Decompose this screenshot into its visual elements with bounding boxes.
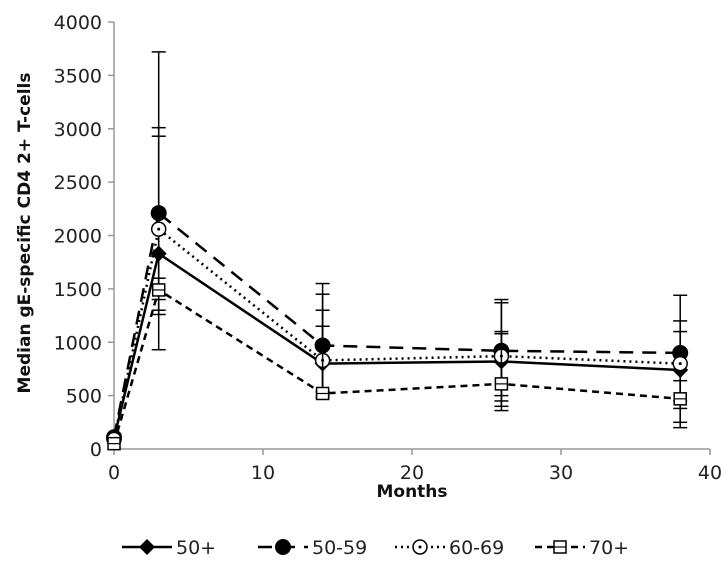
series-layer: [106, 51, 689, 451]
series-line: [112, 210, 681, 438]
y-tick-label: 4000: [54, 12, 102, 34]
legend-marker-center: [418, 545, 422, 549]
x-tick-label: 10: [251, 462, 275, 484]
x-tick-label: 40: [698, 462, 722, 484]
series-50-59: [106, 51, 689, 446]
series-60-69: [106, 126, 688, 448]
data-point-center: [678, 362, 682, 366]
legend-label: 50-59: [312, 537, 367, 559]
x-tick-label: 0: [108, 462, 120, 484]
legend-label: 50+: [176, 537, 216, 559]
y-tick-label: 500: [66, 386, 102, 408]
y-axis-label: Median gE-specific CD4 2+ T-cells: [15, 73, 35, 394]
x-tick-label: 30: [549, 462, 573, 484]
y-tick-label: 2000: [54, 226, 102, 248]
x-axis-label: Months: [376, 482, 447, 502]
series-70+: [107, 277, 688, 451]
legend-marker: [139, 539, 155, 555]
axes: 0 500 1000 1500 2000 2500 3000 3500 4000 0 10 20 30 4…: [54, 12, 722, 484]
legend-label: 70+: [589, 537, 629, 559]
series-line: [112, 251, 681, 439]
legend-label: 60-69: [449, 537, 504, 559]
y-tick-label: 3000: [54, 119, 102, 141]
y-tick-label: 2500: [54, 172, 102, 194]
y-tick-label: 3500: [54, 65, 102, 87]
series-line: [112, 226, 681, 440]
y-tick-label: 0: [90, 439, 102, 461]
series-50+: [106, 135, 689, 447]
legend: 50+ 50-59 60-69 70+: [122, 537, 629, 559]
data-point-center: [157, 227, 161, 231]
y-tick-label: 1500: [54, 279, 102, 301]
y-tick-label: 1000: [54, 332, 102, 354]
legend-marker: [275, 539, 291, 555]
x-tick-label: 20: [400, 462, 424, 484]
